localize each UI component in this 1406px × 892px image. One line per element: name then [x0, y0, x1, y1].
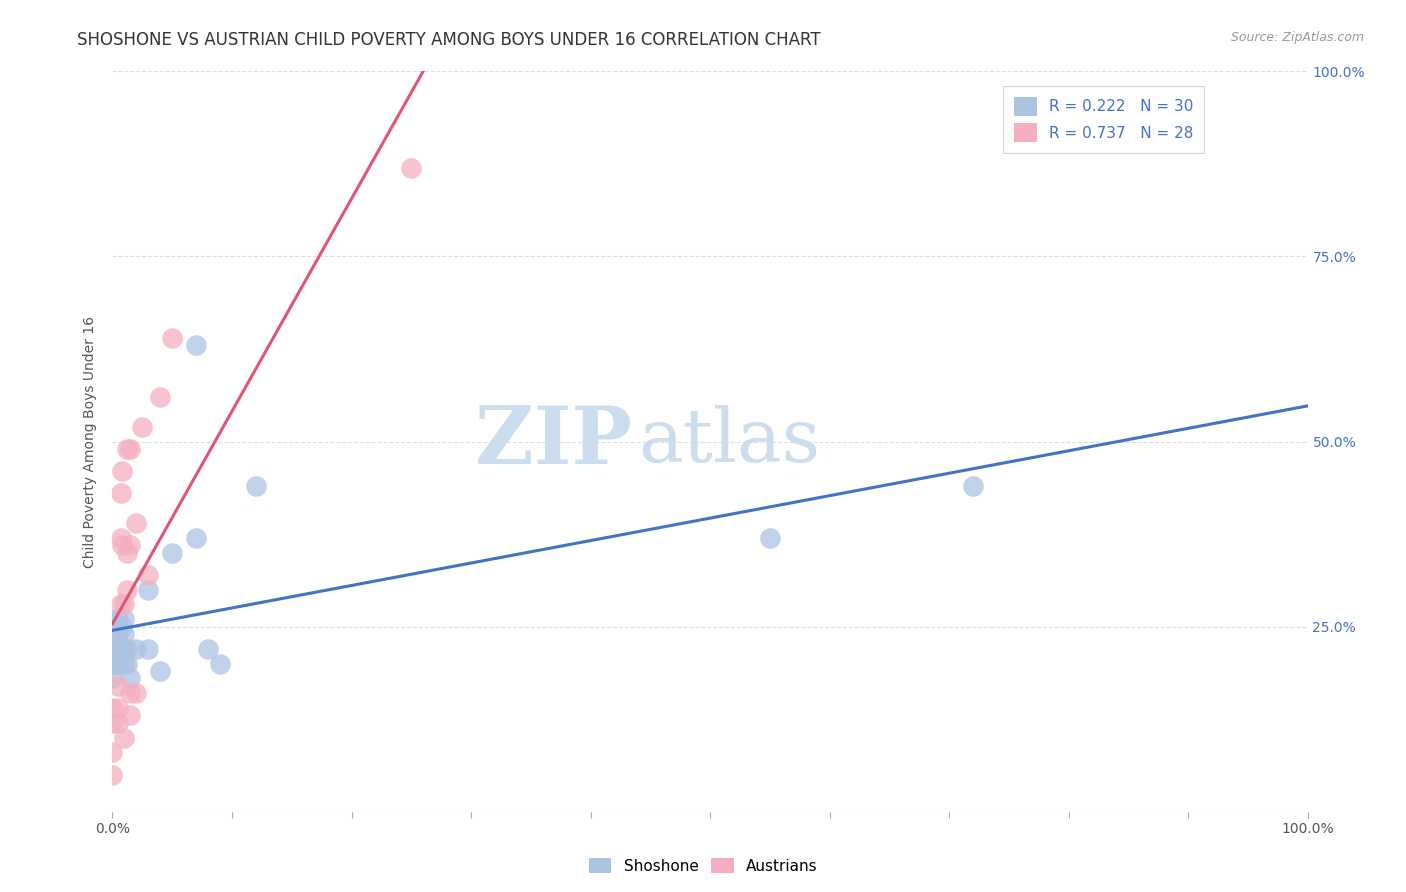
Point: [138, 567, 160, 582]
Point: [101, 767, 124, 781]
Point: [114, 612, 135, 626]
Point: [110, 531, 132, 545]
Point: [101, 612, 124, 626]
Point: [107, 641, 129, 656]
Point: [149, 390, 172, 404]
Point: [107, 701, 129, 715]
Point: [209, 657, 232, 671]
Point: [107, 612, 129, 626]
Point: [115, 582, 138, 597]
Point: [107, 627, 129, 641]
Point: [120, 708, 142, 723]
Point: [131, 419, 153, 434]
Point: [759, 531, 782, 545]
Point: [101, 746, 124, 760]
Legend: R = 0.222   N = 30, R = 0.737   N = 28: R = 0.222 N = 30, R = 0.737 N = 28: [1004, 87, 1205, 153]
Point: [115, 641, 138, 656]
Point: [101, 634, 124, 648]
Point: [107, 679, 129, 693]
Point: [162, 546, 183, 560]
Point: [111, 619, 134, 633]
Point: [120, 672, 142, 686]
Point: [125, 641, 148, 656]
Legend: Shoshone, Austrians: Shoshone, Austrians: [582, 852, 824, 880]
Y-axis label: Child Poverty Among Boys Under 16: Child Poverty Among Boys Under 16: [83, 316, 97, 567]
Text: atlas: atlas: [638, 405, 821, 478]
Point: [101, 672, 124, 686]
Point: [120, 538, 142, 552]
Point: [107, 657, 129, 671]
Point: [186, 338, 208, 352]
Point: [110, 486, 132, 500]
Text: ZIP: ZIP: [475, 402, 633, 481]
Point: [111, 538, 134, 552]
Point: [125, 516, 148, 530]
Point: [138, 582, 160, 597]
Point: [107, 715, 129, 730]
Point: [101, 715, 124, 730]
Point: [111, 641, 134, 656]
Point: [138, 641, 160, 656]
Point: [120, 686, 142, 700]
Point: [162, 331, 183, 345]
Text: SHOSHONE VS AUSTRIAN CHILD POVERTY AMONG BOYS UNDER 16 CORRELATION CHART: SHOSHONE VS AUSTRIAN CHILD POVERTY AMONG…: [77, 31, 821, 49]
Point: [120, 442, 142, 456]
Point: [101, 641, 124, 656]
Point: [101, 701, 124, 715]
Point: [114, 627, 135, 641]
Point: [125, 686, 148, 700]
Point: [197, 641, 219, 656]
Point: [114, 731, 135, 745]
Point: [962, 479, 984, 493]
Point: [186, 531, 208, 545]
Text: Source: ZipAtlas.com: Source: ZipAtlas.com: [1230, 31, 1364, 45]
Point: [114, 641, 135, 656]
Point: [101, 657, 124, 671]
Point: [149, 664, 172, 678]
Point: [114, 598, 135, 612]
Point: [111, 464, 134, 478]
Point: [110, 598, 132, 612]
Point: [115, 657, 138, 671]
Point: [245, 479, 267, 493]
Point: [115, 546, 138, 560]
Point: [115, 442, 138, 456]
Point: [114, 657, 135, 671]
Point: [401, 161, 423, 175]
